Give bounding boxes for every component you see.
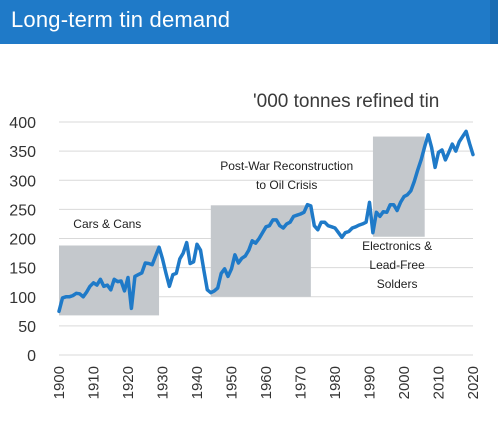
x-tick-label: 2010 (431, 366, 448, 399)
y-tick-label: 150 (9, 261, 36, 278)
y-tick-label: 50 (18, 319, 36, 336)
data-series (57, 129, 475, 314)
annotations: Cars & Cans Post-War Reconstruction to Oil… (73, 159, 432, 291)
y-tick-label: 0 (27, 348, 36, 365)
x-tick-label: 1910 (86, 366, 103, 399)
x-tick-label: 1930 (155, 366, 172, 399)
era-bands (59, 136, 425, 316)
x-tick-label: 1960 (258, 366, 275, 399)
units-label: '000 tonnes refined tin (253, 91, 439, 112)
y-tick-label: 250 (9, 202, 36, 219)
x-tick-label: 2020 (465, 366, 482, 399)
header-bar: Long-term tin demand (0, 0, 498, 44)
band-label: Cars & Cans (73, 217, 141, 231)
header-edge (490, 0, 498, 44)
band-label-line: Cars & Cans (73, 217, 141, 231)
y-tick-label: 100 (9, 290, 36, 307)
page-title: Long-term tin demand (11, 7, 231, 32)
band-label-line: to Oil Crisis (256, 178, 317, 192)
x-tick-label: 1990 (362, 366, 379, 399)
y-tick-label: 300 (9, 173, 36, 190)
x-tick-label: 1920 (120, 366, 137, 399)
band-label-line: Post-War Reconstruction (220, 159, 353, 173)
band-label: Electronics & Lead-Free Solders (362, 239, 432, 291)
era-band (59, 245, 160, 316)
tin-demand-chart: 0 50 100 150 200 250 300 350 400 1900 1910 1920 1930… (9, 91, 482, 399)
x-tick-label: 2000 (396, 366, 413, 399)
x-tick-label: 1900 (51, 366, 68, 399)
x-tick-label: 1950 (224, 366, 241, 399)
x-tick-label: 1940 (189, 366, 206, 399)
y-tick-label: 200 (9, 232, 36, 249)
band-label-line: Solders (377, 277, 418, 291)
band-label: Post-War Reconstruction to Oil Crisis (220, 159, 353, 192)
demand-line (57, 129, 475, 314)
band-label-line: Electronics & (362, 239, 432, 253)
chart-area: 0 50 100 150 200 250 300 350 400 1900 1910 1920 1930… (0, 44, 498, 428)
band-label-line: Lead-Free (369, 258, 425, 272)
x-tick-label: 1970 (293, 366, 310, 399)
era-band (210, 205, 311, 297)
x-tick-label: 1980 (327, 366, 344, 399)
y-tick-label: 400 (9, 115, 36, 132)
axes: 0 50 100 150 200 250 300 350 400 1900 1910 1920 1930… (9, 115, 482, 399)
y-tick-label: 350 (9, 144, 36, 161)
era-band (372, 136, 425, 237)
